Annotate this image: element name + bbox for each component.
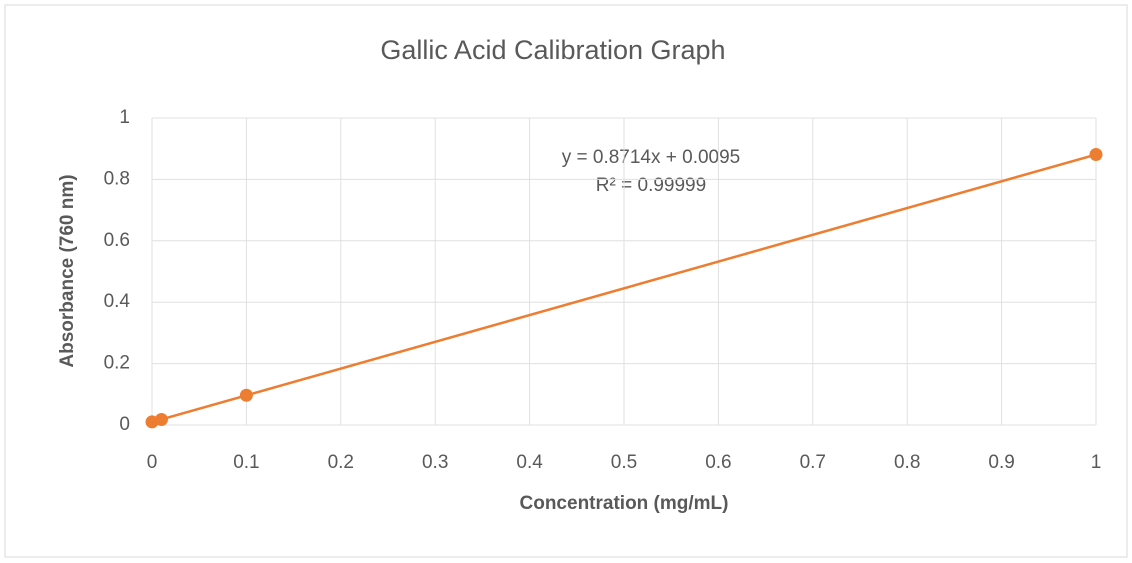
x-tick-label: 0.6 [705,452,731,473]
x-tick-label: 0.9 [988,452,1014,473]
x-tick-label: 0 [147,452,158,473]
data-point [239,388,253,402]
x-tick-label: 0.1 [233,452,259,473]
trendline [151,153,1097,424]
y-axis-label: Absorbance (760 nm) [57,174,78,367]
y-tick-label: 0.6 [104,230,130,251]
y-tick-label: 1 [119,107,130,128]
data-point [154,412,168,426]
annotation: R² = 0.99999 [596,175,706,196]
chart-title: Gallic Acid Calibration Graph [380,35,725,65]
x-tick-label: 0.4 [516,452,543,473]
x-axis-label: Concentration (mg/mL) [520,493,729,514]
annotation: y = 0.8714x + 0.0095 [562,147,741,168]
y-tick-label: 0.2 [104,353,130,374]
y-tick-label: 0.8 [104,168,130,189]
x-tick-label: 0.7 [800,452,826,473]
x-tick-label: 1 [1091,452,1102,473]
chart-frame [4,4,1128,558]
data-point [1089,148,1103,162]
x-tick-label: 0.3 [422,452,448,473]
x-tick-label: 0.2 [328,452,354,473]
x-tick-label: 0.8 [894,452,920,473]
y-tick-label: 0.4 [104,291,131,312]
y-tick-label: 0 [119,414,130,435]
x-tick-label: 0.5 [611,452,637,473]
